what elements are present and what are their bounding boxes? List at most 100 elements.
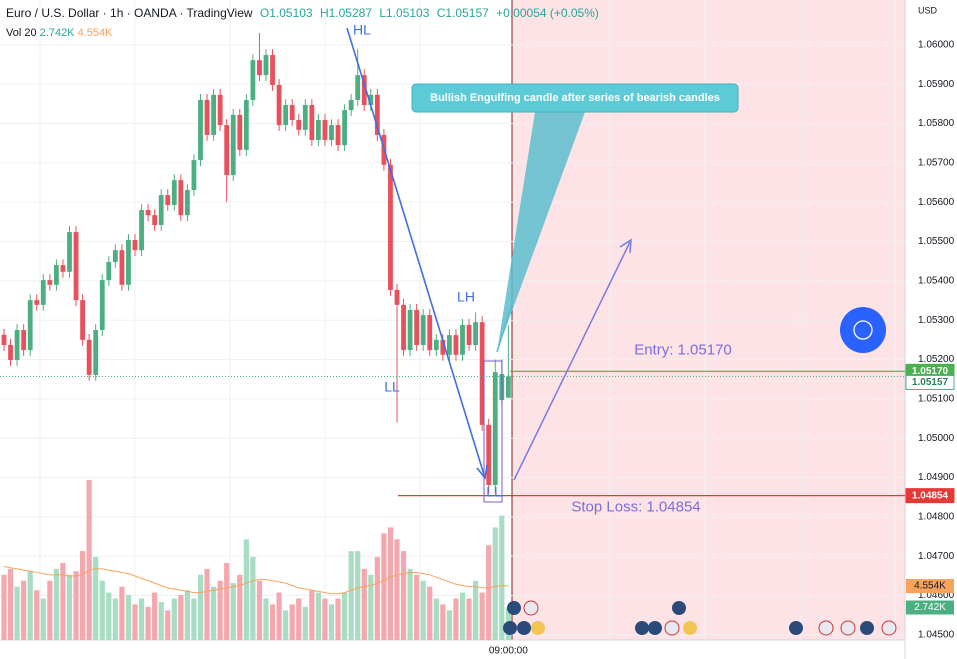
volume-bar [165, 610, 171, 640]
volume-bar [237, 574, 243, 640]
volume-bar [440, 604, 446, 640]
candle-body [283, 105, 289, 126]
x-tick-label: 09:00:00 [489, 646, 528, 657]
candle-body [126, 239, 131, 285]
candle-body [40, 280, 46, 305]
volume-bar [34, 590, 40, 640]
candle-body [86, 339, 92, 375]
candle-body [374, 94, 380, 135]
candle-body [368, 94, 374, 106]
volume-bar [414, 574, 420, 640]
volume-bar [47, 580, 53, 640]
candle-body [355, 75, 361, 100]
volume-bar [466, 598, 472, 640]
volume-bar [453, 598, 459, 640]
candle-body [14, 330, 20, 360]
volume-bar [374, 557, 380, 640]
volume-bar [459, 592, 466, 640]
y-tick-label: 1.05900 [918, 79, 955, 90]
volume-tag [906, 600, 954, 615]
volume-bar [368, 574, 374, 640]
candle-body [204, 99, 210, 135]
y-tick-label: 1.05100 [918, 394, 955, 405]
volume-bar [342, 592, 348, 640]
candle-body [427, 315, 433, 351]
candle-body [447, 335, 452, 355]
volume-ma-line [3, 566, 509, 595]
ohlc-value: C1.05157 [436, 6, 489, 20]
volume-bar [289, 604, 295, 640]
candle-body [139, 210, 144, 251]
volume-bar [191, 598, 197, 640]
volume-bar [73, 571, 79, 640]
y-tick-label: 1.05800 [918, 118, 955, 129]
volume-bar [132, 604, 138, 640]
pattern-label: LL [384, 379, 400, 395]
candle-body [348, 99, 354, 111]
y-tick-label: 1.05400 [918, 276, 955, 287]
candle-body [479, 322, 485, 425]
volume-bar [211, 586, 217, 640]
candle-body [329, 125, 334, 141]
candle-body [420, 315, 426, 345]
volume-bar [302, 606, 308, 640]
action-button[interactable] [840, 307, 886, 353]
candle-body [165, 195, 171, 205]
volume-bar [276, 592, 282, 640]
ohlc-value: H1.05287 [319, 6, 372, 20]
candle-body [335, 125, 341, 146]
candle-body [152, 215, 158, 226]
volume-tag [906, 579, 954, 594]
candle-body [505, 376, 511, 398]
button-icon [853, 320, 873, 340]
volume-bar [217, 580, 223, 640]
price-tag [905, 488, 955, 504]
volume-bar [420, 580, 426, 640]
volume-bar [145, 606, 151, 640]
volume-bar [328, 604, 335, 640]
volume-bar [106, 592, 112, 640]
event-icon [818, 620, 834, 636]
legend: Euro / U.S. Dollar · 1h · OANDA · Tradin… [6, 6, 603, 20]
candle-body [145, 210, 151, 216]
y-tick-label: 1.05000 [918, 433, 955, 444]
volume-bar [14, 586, 20, 640]
volume-bar [86, 480, 92, 640]
volume-bar [387, 527, 394, 640]
event-icon [840, 620, 856, 636]
candle-body [191, 160, 197, 190]
volume-bar [381, 533, 387, 640]
trend-line [346, 27, 486, 479]
ohlc-value: L1.05103 [379, 6, 430, 20]
candle-body [112, 250, 118, 262]
event-icons [503, 600, 897, 636]
event-icon [507, 601, 521, 615]
candle-body [270, 55, 275, 85]
y-tick-label: 1.04500 [918, 630, 955, 641]
volume-value: 2.742K [39, 27, 75, 39]
candle-body [394, 289, 400, 305]
arrow-head [476, 464, 488, 480]
volume-bar [93, 557, 99, 640]
event-icon [503, 621, 517, 635]
price-line-text: Entry: 1.05170 [634, 341, 732, 358]
pattern-label: LL [486, 484, 502, 500]
volume-title: Vol 20 [6, 27, 37, 39]
candle-body [492, 372, 498, 486]
candle-body [21, 330, 27, 351]
volume-bar [263, 598, 269, 640]
y-tick-label: 1.04900 [918, 472, 955, 483]
volume-bar [400, 551, 407, 640]
price-tag [905, 374, 955, 390]
event-icon [860, 621, 874, 635]
event-icon [635, 621, 649, 635]
candle-body [296, 119, 302, 130]
volume-bar [446, 610, 452, 640]
volume-bar [125, 594, 132, 640]
candle-body [414, 309, 420, 345]
candle-body [433, 339, 439, 351]
candle-body [237, 114, 243, 150]
volume-bar [138, 598, 145, 640]
event-icon [648, 621, 662, 635]
